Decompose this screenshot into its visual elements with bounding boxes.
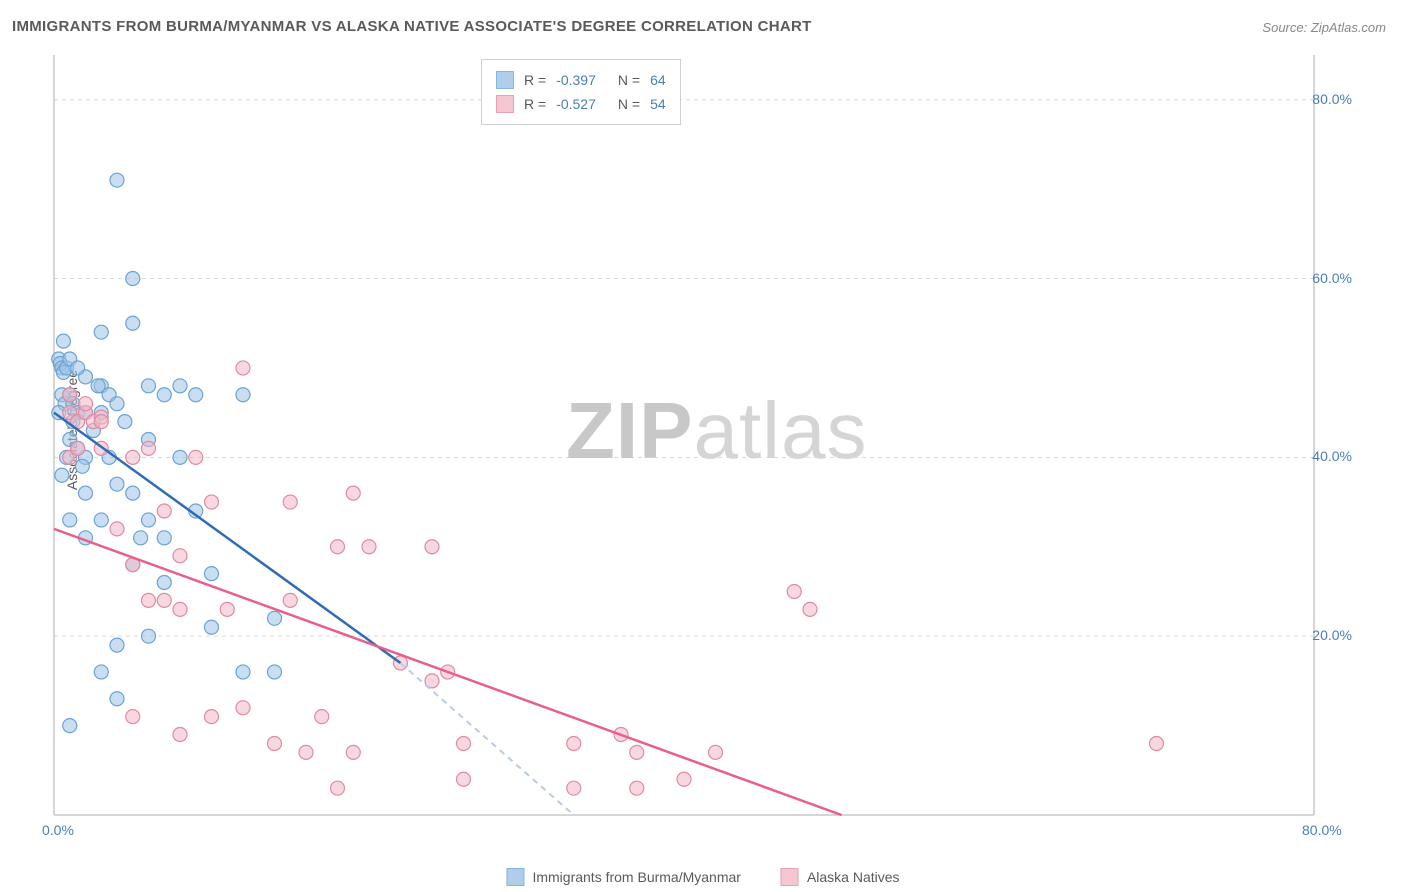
legend-r-label: R = bbox=[524, 72, 546, 88]
x-tick-label: 0.0% bbox=[42, 822, 74, 838]
correlation-legend: R = -0.397 N = 64 R = -0.527 N = 54 bbox=[481, 59, 681, 125]
series-legend: Immigrants from Burma/Myanmar Alaska Nati… bbox=[506, 868, 899, 886]
legend-swatch bbox=[496, 71, 514, 89]
legend-row: R = -0.527 N = 54 bbox=[496, 92, 666, 116]
chart-area: ZIPatlas R = -0.397N = 64R = -0.527N = 5… bbox=[46, 55, 1356, 830]
legend-swatch bbox=[496, 95, 514, 113]
x-tick-label: 80.0% bbox=[1302, 822, 1342, 838]
legend-r-value: -0.527 bbox=[556, 96, 596, 112]
legend-swatch bbox=[781, 868, 799, 886]
legend-n-value: 54 bbox=[650, 96, 666, 112]
source-label: Source: bbox=[1262, 20, 1307, 35]
series-legend-label: Alaska Natives bbox=[807, 869, 900, 885]
series-legend-item: Immigrants from Burma/Myanmar bbox=[506, 868, 740, 886]
source-link[interactable]: ZipAtlas.com bbox=[1311, 20, 1386, 35]
legend-r-label: R = bbox=[524, 96, 546, 112]
legend-r-value: -0.397 bbox=[556, 72, 596, 88]
legend-swatch bbox=[506, 868, 524, 886]
y-tick-label: 80.0% bbox=[1312, 91, 1352, 107]
y-tick-label: 60.0% bbox=[1312, 270, 1352, 286]
legend-n-label: N = bbox=[618, 96, 640, 112]
y-tick-label: 40.0% bbox=[1312, 448, 1352, 464]
scatter-chart bbox=[46, 55, 1354, 835]
source-attribution: Source: ZipAtlas.com bbox=[1262, 20, 1386, 35]
y-tick-label: 20.0% bbox=[1312, 627, 1352, 643]
series-legend-item: Alaska Natives bbox=[781, 868, 900, 886]
legend-n-label: N = bbox=[618, 72, 640, 88]
legend-row: R = -0.397 N = 64 bbox=[496, 68, 666, 92]
chart-container: IMMIGRANTS FROM BURMA/MYANMAR VS ALASKA … bbox=[0, 0, 1406, 892]
chart-title: IMMIGRANTS FROM BURMA/MYANMAR VS ALASKA … bbox=[12, 18, 812, 35]
series-legend-label: Immigrants from Burma/Myanmar bbox=[532, 869, 740, 885]
legend-n-value: 64 bbox=[650, 72, 666, 88]
